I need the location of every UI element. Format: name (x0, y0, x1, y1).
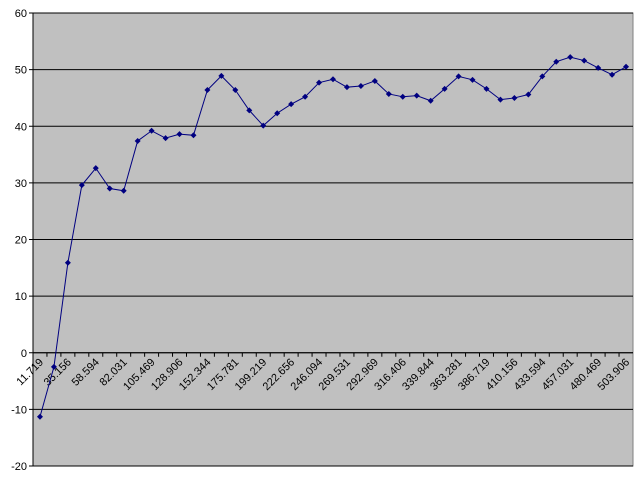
data-point (302, 93, 309, 100)
y-tick-label: 0 (21, 348, 27, 360)
data-point (609, 71, 616, 78)
data-point (134, 137, 141, 144)
data-point (330, 76, 336, 83)
data-point (78, 182, 85, 189)
data-point (553, 58, 560, 65)
y-tick-label: 40 (15, 121, 27, 133)
data-point (204, 87, 211, 94)
data-point (232, 87, 239, 94)
data-point (120, 187, 127, 194)
y-tick-label: 50 (15, 65, 27, 77)
data-point (539, 73, 546, 80)
data-point (190, 132, 197, 139)
data-point (595, 64, 602, 71)
y-tick-label: -20 (11, 461, 27, 473)
data-point (427, 97, 434, 104)
data-point (413, 92, 420, 99)
y-tick-label: 10 (15, 291, 27, 303)
data-point (469, 76, 476, 83)
data-point (106, 185, 113, 192)
data-point (623, 63, 630, 70)
data-point (525, 91, 532, 98)
y-tick-label: 20 (15, 235, 27, 247)
data-point (357, 83, 364, 90)
data-point (511, 94, 518, 101)
data-point (316, 79, 323, 86)
y-tick-label: 60 (15, 8, 27, 20)
data-point (288, 101, 295, 108)
data-point (64, 259, 71, 266)
data-point (371, 77, 378, 84)
data-point (343, 84, 350, 91)
data-point (441, 85, 448, 92)
data-point (92, 165, 99, 172)
data-point (274, 110, 281, 117)
data-point (455, 73, 462, 80)
data-point (483, 85, 490, 92)
data-point (581, 57, 588, 64)
data-point (399, 93, 406, 100)
data-point (148, 127, 155, 134)
y-tick-label: -10 (11, 404, 27, 416)
data-point (218, 72, 225, 79)
y-tick-label: 30 (15, 178, 27, 190)
data-point (497, 96, 504, 103)
data-point (385, 90, 392, 97)
data-point (260, 122, 267, 129)
data-point (176, 131, 183, 138)
data-point (50, 363, 57, 370)
data-point (246, 107, 253, 114)
data-point (567, 54, 574, 61)
data-point (162, 135, 169, 142)
data-point (36, 413, 43, 420)
